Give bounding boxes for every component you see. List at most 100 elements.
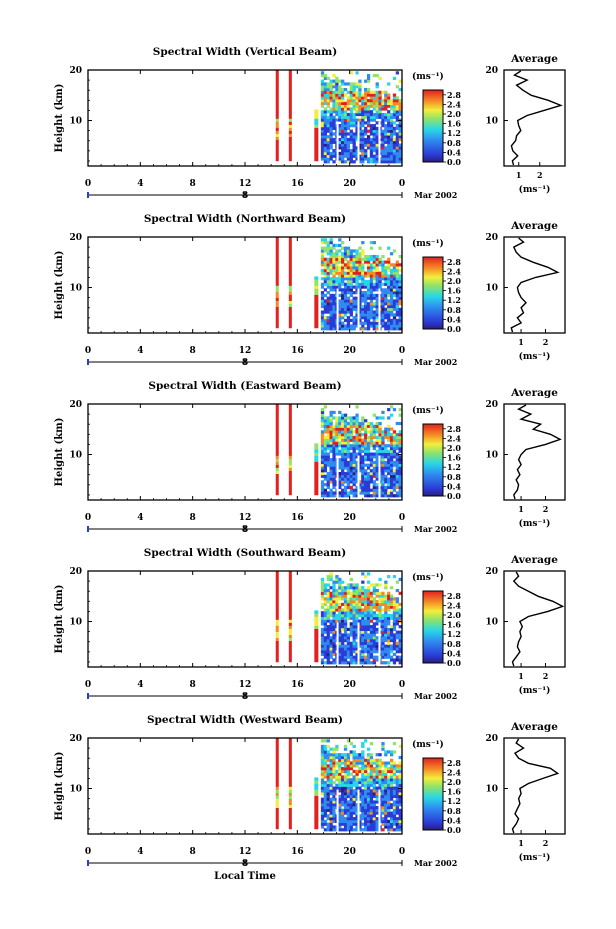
heatmap-cell: [366, 572, 371, 576]
heatmap-cell: [314, 303, 319, 308]
heatmap-cell: [288, 258, 292, 262]
heatmap-cell: [326, 324, 330, 328]
heatmap-cell: [329, 126, 333, 131]
heatmap-cell: [392, 819, 397, 824]
heatmap-cell: [314, 613, 319, 617]
heatmap-cell: [314, 285, 319, 289]
heatmap-cell: [395, 600, 399, 604]
heatmap-cell: [323, 616, 328, 620]
heatmap-cell: [375, 650, 379, 654]
heatmap-cell: [288, 276, 292, 280]
heatmap-cell: [352, 254, 356, 259]
heatmap-cell: [341, 266, 345, 270]
heatmap-cell: [395, 778, 399, 782]
heatmap-cell: [381, 811, 385, 815]
heatmap-cell: [341, 316, 345, 320]
heatmap-cell: [392, 441, 397, 445]
heatmap-cell: [332, 307, 336, 311]
heatmap-cell: [323, 271, 328, 275]
heatmap-cell: [323, 419, 328, 423]
heatmap-cell: [395, 296, 399, 300]
heatmap-cell: [387, 160, 391, 164]
heatmap-cell: [355, 107, 359, 111]
heatmap-cell: [288, 610, 292, 614]
heatmap-cell: [338, 803, 342, 807]
heatmap-cell: [381, 744, 385, 748]
heatmap-cell: [275, 467, 279, 471]
heatmap-cell: [389, 101, 394, 106]
heatmap-cell: [346, 583, 351, 587]
heatmap-cell: [341, 647, 345, 651]
heatmap-cell: [358, 304, 362, 309]
heatmap-cell: [375, 780, 379, 785]
heatmap-cell: [332, 650, 336, 654]
heatmap-cell: [364, 93, 368, 97]
heatmap-cell: [288, 801, 292, 805]
heatmap-cell: [358, 602, 362, 607]
heatmap-cell: [329, 652, 333, 657]
heatmap-cell: [384, 477, 388, 481]
heatmap-cell: [381, 466, 385, 470]
heatmap-cell: [326, 302, 330, 306]
heatmap-cell: [366, 288, 371, 292]
heatmap-cell: [332, 652, 336, 657]
heatmap-cell: [323, 477, 328, 481]
heatmap-cell: [314, 488, 319, 493]
heatmap-cell: [389, 469, 394, 473]
heatmap-cell: [326, 246, 330, 250]
heatmap-cell: [355, 430, 359, 434]
heatmap-cell: [387, 633, 391, 637]
heatmap-cell: [375, 137, 379, 142]
heatmap-cell: [381, 410, 385, 414]
colorbar-tick-label: 2.0: [447, 276, 461, 286]
heatmap-cell: [366, 661, 371, 665]
heatmap-cell: [275, 640, 279, 645]
heatmap-cell: [361, 110, 365, 114]
heatmap-cell: [335, 619, 339, 623]
heatmap-cell: [372, 808, 376, 812]
heatmap-cell: [358, 755, 362, 760]
colorbar-tick-label: 2.4: [447, 600, 461, 610]
heatmap-cell: [275, 315, 279, 320]
heatmap-cell: [395, 112, 399, 117]
heatmap-cell: [375, 318, 379, 323]
heatmap-cell: [332, 279, 336, 284]
heatmap-cell: [384, 764, 388, 768]
heatmap-cell: [288, 422, 292, 426]
month-label: Mar 2002: [414, 190, 457, 200]
heatmap-cell: [369, 115, 374, 119]
heatmap-cell: [341, 104, 345, 108]
heatmap-cell: [288, 783, 292, 787]
heatmap-cell: [288, 762, 292, 766]
heatmap-cell: [398, 101, 402, 106]
heatmap-cell: [389, 149, 394, 153]
heatmap-cell: [341, 430, 345, 434]
heatmap-cell: [275, 312, 279, 317]
heatmap-cell: [366, 627, 371, 632]
heatmap-cell: [314, 789, 319, 793]
colorbar-unit: (ms⁻¹): [412, 739, 444, 750]
heatmap-cell: [332, 316, 336, 320]
heatmap-cell: [346, 661, 351, 665]
heatmap-cell: [275, 628, 279, 632]
heatmap-cell: [375, 279, 379, 284]
heatmap-cell: [375, 416, 379, 420]
heatmap-cell: [384, 611, 388, 615]
heatmap-cell: [358, 427, 362, 431]
heatmap-cell: [343, 819, 348, 824]
heatmap-cell: [369, 814, 374, 818]
heatmap-cell: [349, 750, 353, 754]
heatmap-cell: [369, 627, 374, 632]
heatmap-cell: [329, 99, 333, 103]
heatmap-cell: [332, 427, 336, 431]
heatmap-cell: [341, 471, 345, 476]
heatmap-cell: [364, 452, 368, 456]
heatmap-cell: [288, 738, 292, 742]
colorbar-tick-label: 1.2: [447, 128, 461, 138]
heatmap-cell: [329, 591, 333, 595]
heatmap-cell: [320, 118, 325, 122]
heatmap-cell: [320, 99, 325, 103]
heatmap-cell: [323, 750, 328, 754]
heatmap-cell: [358, 104, 362, 108]
heatmap-cell: [349, 93, 353, 97]
